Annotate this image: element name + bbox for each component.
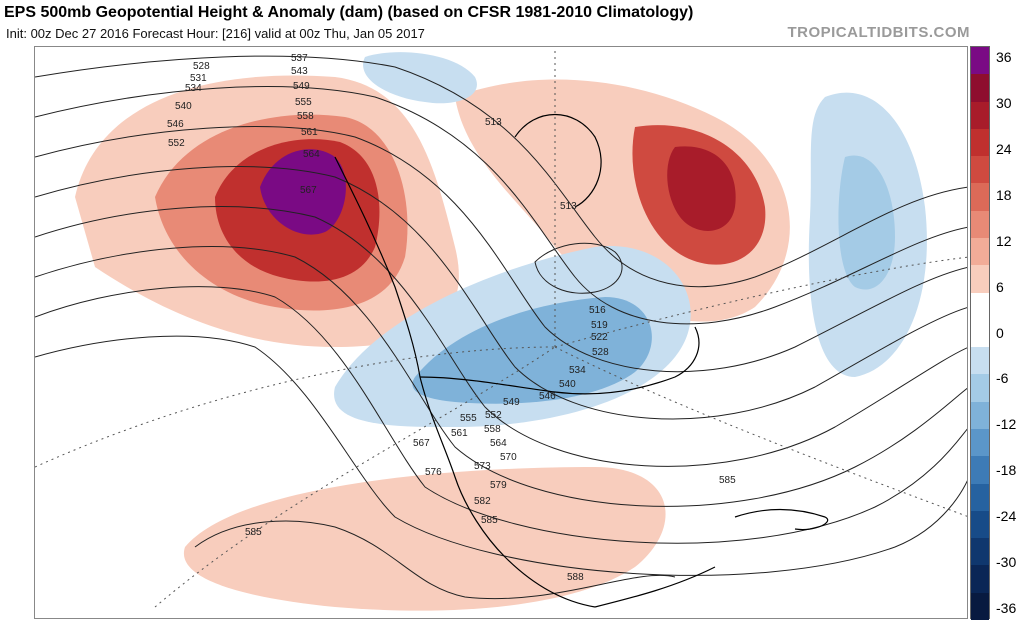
contour-label: 567 [413,438,430,449]
colorbar-segment [971,156,989,184]
contour-label: 567 [300,185,317,196]
contour-label: 534 [185,83,202,94]
contour-label: 576 [425,467,442,478]
contour-label: 519 [591,320,608,331]
contour-label: 585 [245,527,262,538]
chart-subtitle: Init: 00z Dec 27 2016 Forecast Hour: [21… [6,26,425,41]
contour-label: 528 [592,347,609,358]
colorbar-segment [971,292,989,321]
contour-label: 540 [175,101,192,112]
contour-label: 546 [539,391,556,402]
contour-label: 573 [474,461,491,472]
contour-label: 534 [569,365,586,376]
colorbar-tick-label: 36 [996,49,1012,65]
contour-label: 564 [303,149,320,160]
colorbar-segment [971,483,989,512]
colorbar-tick-label: 30 [996,94,1012,111]
contour-label: 585 [481,515,498,526]
colorbar-segment [971,401,989,430]
colorbar-segment [971,538,989,566]
colorbar-segment [971,128,989,157]
contour-label: 570 [500,452,517,463]
contour-label: 522 [591,332,608,343]
contour-label: 558 [297,111,314,122]
contour-label: 516 [589,305,606,316]
colorbar-tick-label: -6 [996,370,1009,387]
graticule [35,47,967,608]
colorbar-segment [971,47,989,75]
negative-anomaly-shading [334,52,927,427]
colorbar-segment [971,74,989,103]
contour-label: 561 [301,127,318,138]
contour-labels: 528 531 534 540 546 552 537 543 549 555 … [167,53,736,583]
colorbar-tick-label: -18 [996,462,1017,479]
colorbar-tick-label: 6 [996,278,1004,295]
colorbar-segment [971,429,989,457]
contour-label: 540 [559,379,576,390]
colorbar-segment [971,592,989,621]
contour-label: 585 [719,475,736,486]
contour-label: 528 [193,61,210,72]
colorbar-tick-label: -30 [996,554,1017,571]
colorbar-segment [971,347,989,375]
contour-label: 549 [503,397,520,408]
contour-label: 513 [485,117,502,128]
contour-label: 543 [291,66,308,77]
colorbar-tick-label: 18 [996,186,1012,203]
contour-label: 588 [567,572,584,583]
contour-label: 531 [190,73,207,84]
coastlines [334,114,829,608]
colorbar-tick-label: -24 [996,508,1017,525]
colorbar-tick-label: 24 [996,140,1012,157]
colorbar-tick-label: -36 [996,600,1017,616]
map-canvas: 528 531 534 540 546 552 537 543 549 555 … [35,47,967,611]
colorbar-segment [971,101,989,130]
height-contours [35,55,967,600]
colorbar-segment [971,510,989,539]
colorbar-tick-label: -12 [996,416,1017,433]
colorbar-segment [971,565,989,594]
positive-anomaly-shading [75,75,790,611]
colorbar-segment [971,319,989,348]
contour-label: 579 [490,480,507,491]
contour-label: 552 [168,138,185,149]
colorbar-segment [971,238,989,266]
chart-title: EPS 500mb Geopotential Height & Anomaly … [4,4,694,21]
contour-label: 513 [560,201,577,212]
contour-label: 558 [484,424,501,435]
contour-label: 546 [167,119,184,130]
contour-label: 537 [291,53,308,64]
contour-label: 555 [295,97,312,108]
contour-label: 552 [485,410,502,421]
contour-label: 582 [474,496,491,507]
colorbar-segment [971,374,989,403]
contour-label: 564 [490,438,507,449]
colorbar-segment [971,265,989,294]
colorbar-segment [971,183,989,212]
colorbar-segment [971,456,989,485]
contour-label: 561 [451,428,468,439]
anomaly-map: 528 531 534 540 546 552 537 543 549 555 … [34,46,968,619]
anomaly-colorbar [970,46,990,621]
colorbar-tick-label: 12 [996,232,1012,249]
contour-label: 549 [293,81,310,92]
contour-label: 555 [460,413,477,424]
colorbar-segment [971,210,989,239]
site-credit: TROPICALTIDBITS.COM [787,24,970,41]
colorbar-tick-label: 0 [996,324,1004,341]
